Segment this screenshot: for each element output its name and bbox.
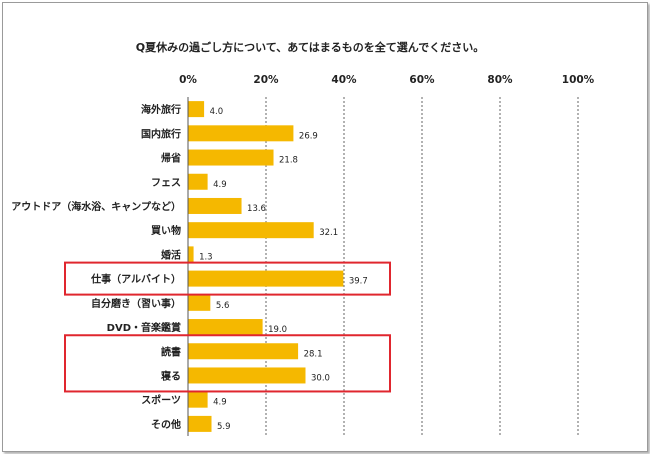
bar [188,173,208,190]
category-label: DVD・音楽鑑賞 [107,321,181,334]
bar [188,125,294,142]
bars [188,101,344,432]
category-label: 読書 [161,345,181,358]
bar [188,391,208,408]
bar [188,222,314,239]
bar [188,197,242,214]
bar [188,319,263,336]
x-axis-ticks: 0% 20% 40% 60% 80% 100% [179,74,595,86]
category-label: その他 [151,418,181,431]
bar [188,415,212,432]
value-label: 21.8 [279,156,298,166]
bar [188,367,306,384]
value-label: 1.3 [199,252,213,262]
bar [188,246,194,263]
highlight-box [64,261,391,296]
category-label: 婚活 [161,248,181,261]
value-label: 4.9 [213,180,227,190]
highlight-boxes [64,261,391,393]
category-label: 国内旅行 [141,127,181,140]
highlight-box [64,334,391,393]
value-label: 19.0 [268,325,287,335]
bar [188,294,211,311]
value-label: 4.9 [213,398,227,408]
category-label: スポーツ [141,394,181,407]
bar [188,101,205,118]
x-tick-label: 60% [409,74,435,86]
value-label: 30.0 [311,373,330,383]
category-label: 仕事（アルバイト） [90,273,181,286]
category-label: 買い物 [151,224,181,237]
value-label: 13.6 [247,204,266,214]
value-label: 39.7 [349,277,368,287]
x-tick-label: 20% [253,74,279,86]
x-tick-label: 40% [331,74,357,86]
category-label: アウトドア（海水浴、キャンプなど） [11,200,181,213]
value-label: 4.0 [210,107,224,117]
value-label: 28.1 [304,349,323,359]
x-tick-label: 100% [562,74,595,86]
value-label: 5.9 [217,422,231,432]
chart-title: Q夏休みの過ごし方について、あてはまるものを全て選んでください。 [136,40,484,54]
value-labels: 4.0 26.9 21.8 4.9 13.6 32.1 1.3 39.7 5.6 19.0 28.1… [199,107,368,432]
category-label: 寝る [161,369,181,382]
category-label: フェス [151,177,181,189]
value-label: 32.1 [319,228,338,238]
x-tick-label: 80% [487,74,513,86]
bar [188,270,344,287]
category-label: 海外旅行 [141,103,181,116]
value-label: 26.9 [299,131,318,141]
bar [188,149,274,166]
category-label: 帰省 [161,152,181,165]
gridlines [187,97,579,436]
value-label: 5.6 [216,301,230,311]
bar [188,343,299,360]
bar-chart: Q夏休みの過ごし方について、あてはまるものを全て選んでください。 0% 20% 40… [11,40,595,436]
x-tick-label: 0% [179,74,197,86]
category-label: 自分磨き（習い事） [91,297,181,310]
